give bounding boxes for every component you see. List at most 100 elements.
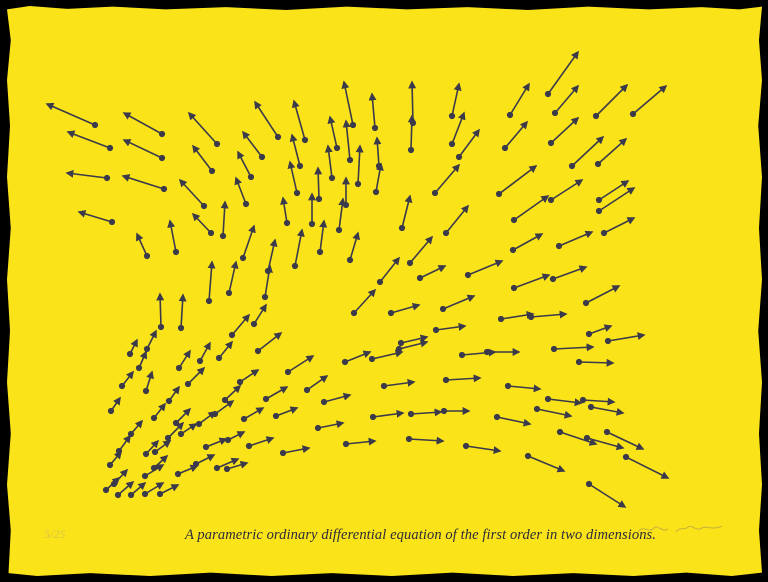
arrow-tail-dot: [506, 111, 514, 119]
field-arrow: [349, 231, 361, 261]
field-arrow: [177, 464, 199, 475]
arrow-tail-dot: [316, 248, 324, 256]
arrow-tail-dot: [242, 200, 250, 208]
arrow-tail-dot: [556, 428, 564, 436]
field-arrow: [625, 456, 670, 479]
field-arrow: [507, 384, 542, 393]
field-arrow: [632, 84, 668, 115]
field-arrow: [242, 224, 256, 259]
field-arrow: [527, 455, 566, 473]
field-arrow: [578, 358, 615, 367]
arrow-tail-dot: [622, 453, 630, 461]
field-arrow: [239, 369, 260, 383]
field-arrow: [66, 130, 111, 149]
field-arrow: [409, 235, 434, 264]
field-arrow: [324, 144, 333, 179]
field-arrow: [375, 162, 384, 193]
field-arrow: [291, 99, 306, 141]
field-arrow: [314, 166, 323, 200]
arrow-tail-dot: [504, 382, 512, 390]
arrow-tail-dot: [587, 403, 595, 411]
field-arrow: [513, 273, 551, 289]
field-arrow: [319, 219, 328, 253]
field-arrow: [410, 408, 443, 417]
arrow-tail-dot: [175, 364, 183, 372]
field-arrow: [228, 260, 239, 294]
arrow-tail-dot: [440, 407, 448, 415]
field-arrow: [159, 484, 180, 495]
field-arrow: [145, 370, 154, 392]
field-arrow: [118, 434, 131, 452]
arrow-tail-dot: [102, 486, 110, 494]
caption-text: A parametric ordinary differential equat…: [185, 527, 657, 543]
arrow-tail-dot: [118, 382, 126, 390]
arrow-tail-dot: [158, 130, 166, 138]
field-arrow: [167, 421, 185, 439]
field-arrow: [175, 407, 192, 424]
arrow-tail-dot: [349, 121, 357, 129]
arrow-tail-dot: [205, 297, 213, 305]
arrow-tail-dot: [341, 358, 349, 366]
field-arrow: [216, 457, 240, 469]
arrow-tail-dot: [247, 173, 255, 181]
field-arrow: [597, 137, 628, 165]
field-arrow: [498, 165, 538, 195]
arrow-tail-dot: [595, 207, 603, 215]
field-arrow: [598, 180, 630, 201]
arrow-tail-dot: [156, 490, 164, 498]
arrow-tail-dot: [245, 442, 253, 450]
arrow-tail-dot: [583, 434, 591, 442]
arrow-tail-dot: [464, 271, 472, 279]
arrow-tail-dot: [458, 351, 466, 359]
arrow-tail-dot: [350, 309, 358, 317]
field-arrow: [122, 112, 163, 135]
field-arrow: [451, 111, 466, 145]
arrow-tail-dot: [333, 144, 341, 152]
field-arrow: [265, 386, 289, 400]
arrow-tail-dot: [200, 202, 208, 210]
field-arrow: [338, 197, 347, 231]
field-arrow: [121, 174, 165, 190]
field-arrow: [282, 445, 311, 454]
field-arrow: [214, 400, 235, 415]
field-arrow: [407, 114, 416, 151]
field-arrow: [264, 264, 273, 298]
arrow-tail-dot: [455, 153, 463, 161]
arrow-tail-dot: [202, 443, 210, 451]
arrow-tail-dot: [158, 154, 166, 162]
arrow-tail-dot: [114, 491, 122, 499]
arrow-tail-dot: [432, 326, 440, 334]
arrow-tail-dot: [376, 278, 384, 286]
field-arrow: [401, 194, 413, 229]
arrow-tail-dot: [127, 491, 135, 499]
field-arrow: [512, 233, 544, 251]
field-arrow: [187, 366, 206, 385]
arrow-tail-dot: [527, 313, 535, 321]
arrow-tail-dot: [582, 299, 590, 307]
field-arrow: [467, 259, 504, 276]
arrow-tail-dot: [108, 218, 116, 226]
arrow-tail-dot: [284, 368, 292, 376]
field-arrow: [77, 210, 113, 223]
arrow-tail-dot: [215, 354, 223, 362]
arrow-tail-dot: [157, 323, 165, 331]
arrow-tail-dot: [346, 156, 354, 164]
arrow-tail-dot: [395, 345, 403, 353]
arrow-tail-dot: [416, 274, 424, 282]
arrow-tail-dot: [387, 309, 395, 317]
arrow-tail-dot: [221, 396, 229, 404]
arrow-tail-dot: [314, 424, 322, 432]
arrow-tail-dot: [510, 284, 518, 292]
arrow-tail-dot: [320, 398, 328, 406]
arrow-tail-dot: [142, 387, 150, 395]
field-arrow: [306, 375, 329, 391]
field-arrow: [144, 464, 165, 477]
arrow-tail-dot: [213, 140, 221, 148]
arrow-tail-dot: [547, 139, 555, 147]
arrow-tail-dot: [380, 382, 388, 390]
arrow-tail-dot: [224, 436, 232, 444]
field-arrow: [195, 454, 216, 465]
field-arrow: [595, 83, 629, 117]
field-arrow: [550, 179, 584, 201]
